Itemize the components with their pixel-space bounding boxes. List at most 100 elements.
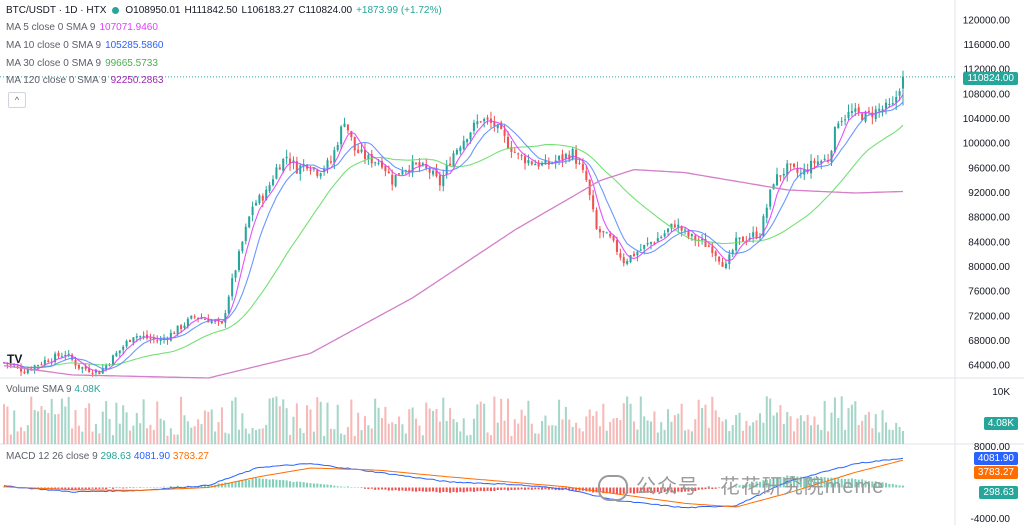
macd-hist-bar [704, 487, 707, 490]
collapse-legend-button[interactable]: ^ [8, 92, 26, 108]
macd-legend[interactable]: MACD 12 26 close 9 298.63 4081.90 3783.2… [6, 451, 209, 462]
volume-bar [592, 415, 595, 444]
high-value: H111842.50 [184, 5, 238, 16]
volume-bar [115, 402, 118, 444]
ma30-legend[interactable]: MA 30 close 0 SMA 9 99665.5733 [6, 58, 158, 70]
candle-body [449, 163, 452, 166]
macd-hist-bar [333, 485, 336, 488]
volume-bar [404, 433, 407, 444]
candle-body [128, 339, 132, 342]
candle-body [762, 216, 765, 237]
candle-body [649, 242, 653, 244]
candle-body [881, 109, 884, 111]
macd-hist-bar [469, 487, 472, 492]
volume-bar [833, 397, 836, 444]
ma10-line [3, 101, 904, 370]
macd-hist-bar [295, 481, 298, 488]
macd-hist-bar [88, 487, 91, 490]
macd-hist-bar [105, 487, 108, 490]
volume-bar [701, 407, 704, 444]
macd-hist-bar [629, 487, 632, 494]
volume-bar [329, 428, 332, 444]
macd-hist-bar [745, 483, 748, 488]
candle-body [813, 160, 816, 164]
volume-bar [806, 414, 809, 444]
candle-body [282, 158, 285, 172]
ma120-legend[interactable]: MA 120 close 0 SMA 9 92250.2863 [6, 75, 163, 87]
macd-hist-bar [224, 482, 227, 488]
macd-hist-bar [207, 485, 210, 488]
candle-body [789, 163, 792, 165]
volume-bar [135, 412, 138, 444]
macd-hist-bar [643, 487, 646, 493]
candle-body [193, 316, 196, 318]
volume-legend[interactable]: Volume SMA 9 4.08K [6, 384, 101, 395]
candle-body [684, 229, 687, 231]
candle-body [111, 355, 114, 366]
macd-hist-bar [282, 480, 285, 488]
macd-hist-bar [483, 487, 486, 492]
ma10-legend[interactable]: MA 10 close 0 SMA 9 105285.5860 [6, 40, 163, 52]
macd-hist-bar [544, 487, 547, 490]
candle-body [721, 262, 724, 267]
macd-hist-bar [496, 487, 499, 491]
candle-body [741, 236, 744, 242]
macd-hist-bar [91, 487, 94, 489]
macd-hist-bar [486, 487, 489, 491]
volume-bar [891, 430, 894, 444]
macd-hist-bar [534, 487, 537, 490]
candle-body [605, 232, 608, 234]
volume-bar [197, 419, 200, 444]
candle-body [94, 369, 97, 373]
volume-bar [452, 419, 455, 444]
macd-hist-bar [360, 487, 363, 488]
volume-bar [380, 418, 384, 444]
volume-bar [30, 396, 33, 444]
volume-bar [639, 396, 642, 444]
volume-bar [622, 403, 625, 444]
volume-bar [667, 409, 670, 444]
macd-hist-bar [380, 487, 384, 490]
candle-body [387, 171, 390, 174]
symbol-label[interactable]: BTC/USDT · 1D · HTX [6, 5, 107, 16]
candle-body [333, 150, 336, 163]
volume-bar [810, 425, 813, 444]
volume-bar [401, 424, 404, 444]
candle-body [346, 124, 349, 131]
ma5-legend[interactable]: MA 5 close 0 SMA 9 107071.9460 [6, 22, 158, 34]
macd-hist-bar [397, 487, 401, 491]
volume-bar [605, 430, 608, 444]
candle-body [704, 239, 707, 247]
price-tick-label: 72000.00 [968, 311, 1010, 322]
candle-body [343, 123, 346, 127]
candle-body [670, 223, 673, 229]
volume-bar [486, 432, 489, 444]
volume-bar [81, 431, 84, 444]
macd-label: MACD 12 26 close 9 [6, 451, 98, 462]
macd-hist-bar [163, 486, 166, 488]
candle-body [534, 164, 537, 166]
macd-hist-bar [132, 487, 135, 489]
macd-hist-bar [472, 487, 475, 492]
candle-body [115, 352, 118, 357]
macd-hist-bar [762, 480, 765, 488]
candle-body [667, 228, 670, 232]
candle-body [479, 121, 482, 123]
candle-body [84, 366, 87, 369]
volume-bar [159, 418, 162, 444]
macd-hist-bar [101, 487, 104, 489]
candle-body [190, 315, 193, 319]
volume-bar [200, 424, 203, 444]
macd-hist-bar [370, 487, 373, 489]
volume-value: 4.08K [74, 384, 101, 395]
macd-hist-bar [568, 487, 571, 491]
volume-bar [479, 401, 482, 444]
volume-bar [234, 397, 237, 444]
candle-body [878, 108, 881, 111]
candle-body [186, 318, 189, 327]
candle-body [319, 173, 322, 177]
candle-body [653, 242, 656, 244]
macd-hist-bar [183, 486, 186, 488]
macd-badge: 4081.90 [973, 452, 1018, 465]
macd-hist-bar [237, 480, 240, 488]
